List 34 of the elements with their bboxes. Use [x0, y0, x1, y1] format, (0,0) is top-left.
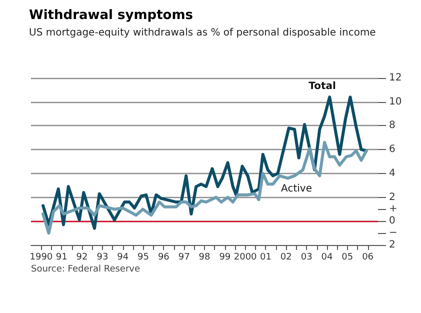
y-tick-label: − — [389, 228, 398, 239]
y-tick-label: 4 — [389, 168, 396, 179]
series-label: Active — [281, 184, 312, 195]
x-tick-label: 1990 — [30, 252, 53, 262]
line-series — [42, 140, 368, 235]
chart-subtitle: US mortgage-equity withdrawals as % of personal disposable income — [29, 28, 376, 38]
x-tick-label: 96 — [158, 252, 170, 262]
x-tick-label: 02 — [280, 252, 292, 262]
x-tick-label: 01 — [260, 252, 272, 262]
x-tick-label: 03 — [300, 252, 312, 262]
y-tick-label: + — [389, 204, 398, 215]
y-tick-label: 6 — [389, 144, 396, 156]
y-tick-label: 0 — [389, 216, 396, 227]
y-tick-label: 2 — [389, 240, 396, 250]
chart-title: Withdrawal symptoms — [29, 8, 194, 23]
source-note: Source: Federal Reserve — [31, 264, 140, 274]
line-series — [42, 96, 368, 230]
x-tick-label: 05 — [342, 252, 354, 262]
x-tick-label: 93 — [96, 252, 108, 262]
x-tick-label: 04 — [321, 252, 333, 262]
y-tick-label: 12 — [389, 72, 402, 84]
x-tick-label: 99 — [219, 252, 231, 262]
x-tick-label: 06 — [362, 252, 374, 262]
x-tick-label: 98 — [198, 252, 210, 262]
x-tick-label: 97 — [178, 252, 190, 262]
x-tick-label: 2000 — [234, 252, 258, 262]
x-tick-label: 95 — [138, 252, 149, 262]
x-tick-label: 92 — [76, 252, 88, 262]
x-tick-label: 91 — [56, 252, 68, 262]
y-tick-label: 10 — [389, 96, 402, 108]
x-tick-label: 94 — [117, 252, 129, 262]
y-tick-label: 8 — [389, 120, 396, 132]
y-tick-label: 2 — [389, 192, 396, 203]
series-label: Total — [308, 81, 336, 92]
